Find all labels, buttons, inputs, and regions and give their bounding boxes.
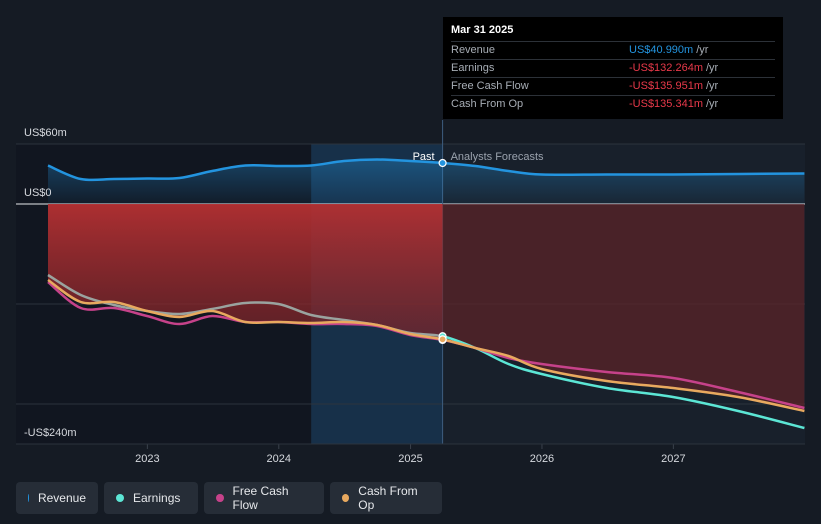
free-cash-flow-dot-icon — [216, 494, 224, 502]
legend: Revenue Earnings Free Cash Flow Cash Fro… — [16, 482, 442, 514]
tooltip-row-label: Revenue — [451, 44, 496, 56]
tooltip-row-unit: /yr — [706, 80, 719, 92]
loss-area-forecast — [442, 204, 805, 411]
cash-from-op-dot-icon — [342, 494, 350, 502]
tooltip-row-unit: /yr — [696, 44, 709, 56]
tooltip-row-unit: /yr — [706, 62, 719, 74]
revenue-area — [48, 159, 805, 204]
tooltip-date: Mar 31 2025 — [451, 24, 514, 36]
x-tick-label: 2025 — [398, 453, 422, 465]
tooltip: Mar 31 2025 Revenue US$40.990m /yr Earni… — [443, 17, 783, 119]
cash-from-op-point — [438, 335, 447, 344]
y-tick-label: US$0 — [24, 187, 52, 199]
tooltip-row-free-cash-flow: Free Cash Flow -US$135.951m /yr — [451, 77, 775, 95]
past-label: Past — [413, 151, 435, 163]
revenue-point — [438, 158, 447, 168]
x-tick-label: 2024 — [267, 453, 291, 465]
legend-item-cash-from-op[interactable]: Cash From Op — [330, 482, 442, 514]
tooltip-row-value: -US$132.264m — [629, 62, 703, 74]
tooltip-row-cash-from-op: Cash From Op -US$135.341m /yr — [451, 95, 775, 113]
chart: US$60m US$0 -US$240m 2023 2024 2025 2026 2027 Pa… — [16, 120, 805, 465]
earnings-line — [442, 334, 805, 430]
tooltip-row-value: -US$135.951m — [629, 80, 703, 92]
forecast-label: Analysts Forecasts — [451, 151, 544, 163]
legend-item-revenue[interactable]: Revenue — [16, 482, 98, 514]
earnings-dot-icon — [116, 494, 124, 502]
y-tick-label: US$60m — [24, 127, 67, 139]
cash-from-op-line — [47, 278, 805, 413]
tooltip-row-value: -US$135.341m — [629, 98, 703, 110]
tooltip-row-label: Earnings — [451, 62, 495, 74]
legend-item-earnings[interactable]: Earnings — [104, 482, 198, 514]
legend-label: Earnings — [133, 491, 181, 505]
x-tick-label: 2026 — [530, 453, 554, 465]
legend-label: Revenue — [37, 491, 86, 505]
tooltip-row-value: US$40.990m — [629, 44, 694, 56]
tooltip-row-revenue: Revenue US$40.990m /yr — [451, 41, 775, 59]
loss-area-past — [48, 204, 443, 340]
tooltip-row-label: Free Cash Flow — [451, 80, 529, 92]
revenue-line — [47, 158, 805, 182]
x-tick-label: 2023 — [135, 453, 159, 465]
tooltip-row-label: Cash From Op — [451, 98, 524, 110]
y-tick-label: -US$240m — [24, 427, 77, 439]
tooltip-row-earnings: Earnings -US$132.264m /yr — [451, 59, 775, 77]
legend-label: Cash From Op — [358, 484, 418, 512]
legend-label: Free Cash Flow — [232, 484, 289, 512]
tooltip-row-unit: /yr — [706, 98, 719, 110]
revenue-dot-icon — [28, 494, 29, 502]
x-tick-label: 2027 — [661, 453, 685, 465]
legend-item-free-cash-flow[interactable]: Free Cash Flow — [204, 482, 324, 514]
